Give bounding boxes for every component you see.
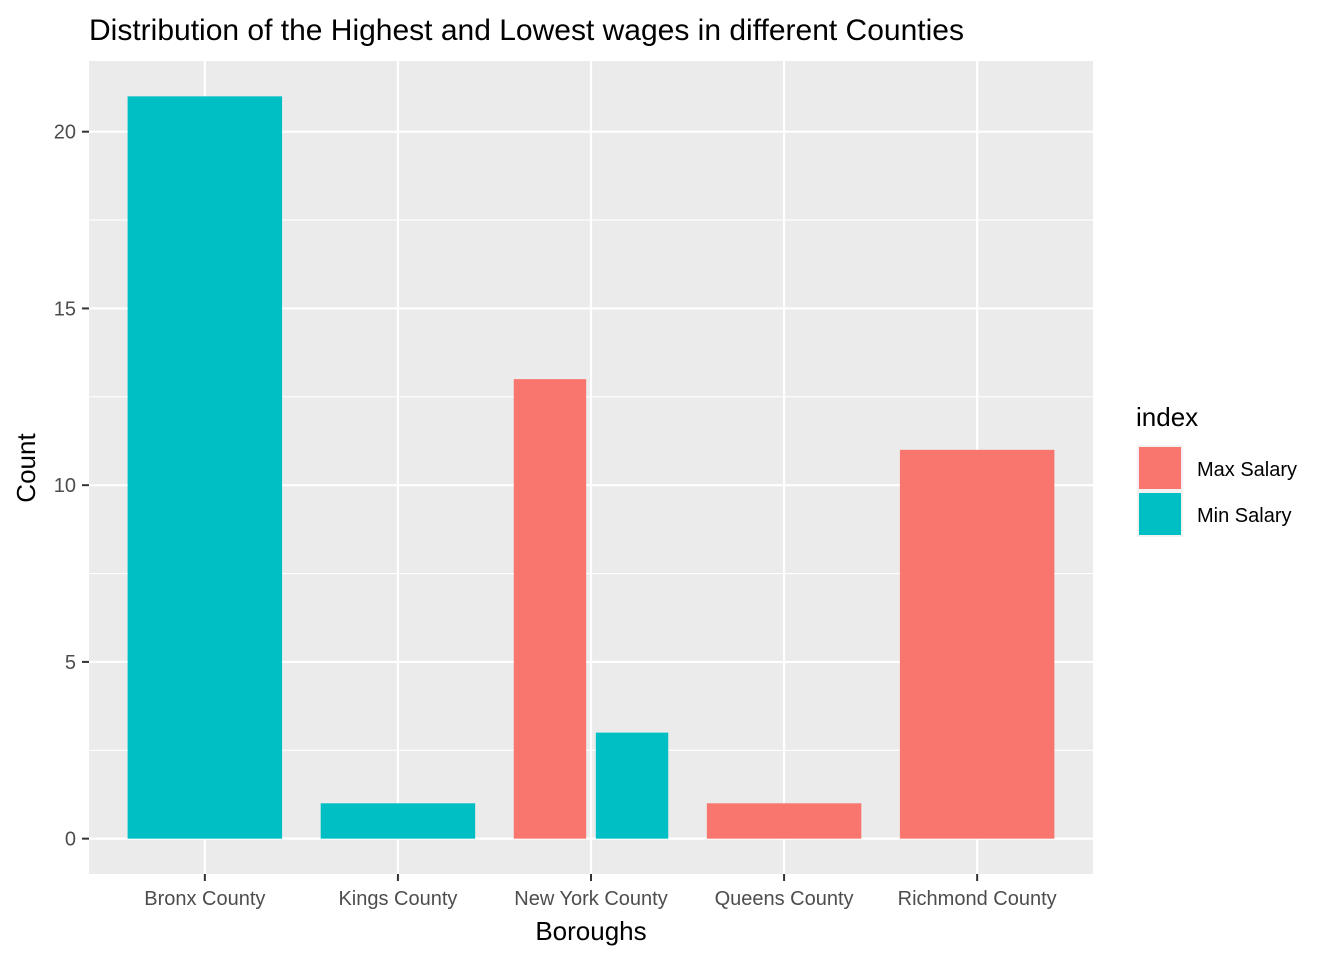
x-tick-label: New York County <box>514 888 667 910</box>
x-axis: Bronx County Kings County New York County Q… <box>144 874 1057 910</box>
x-axis-title: Boroughs <box>535 916 646 946</box>
legend-swatch <box>1139 447 1181 489</box>
y-axis: 0 5 10 15 20 <box>54 122 89 851</box>
bar-min-salary <box>595 732 669 839</box>
x-tick-label: Kings County <box>338 888 457 910</box>
bar-min-salary <box>320 803 476 839</box>
bar-max-salary <box>706 803 862 839</box>
x-tick-label: Queens County <box>715 888 854 910</box>
bars <box>127 96 1055 839</box>
y-tick-label: 5 <box>65 652 76 674</box>
legend-title: index <box>1136 402 1198 432</box>
x-tick-label: Bronx County <box>144 888 265 910</box>
y-tick-label: 15 <box>54 298 76 320</box>
y-tick-label: 0 <box>65 829 76 851</box>
bar-max-salary <box>899 449 1055 839</box>
legend-label: Max Salary <box>1197 459 1297 481</box>
legend-swatch <box>1139 493 1181 535</box>
chart-title: Distribution of the Highest and Lowest w… <box>89 14 964 47</box>
y-tick-label: 20 <box>54 122 76 144</box>
bar-min-salary <box>127 96 283 839</box>
legend: index Max Salary Min Salary <box>1136 402 1297 537</box>
bar-max-salary <box>513 379 587 839</box>
legend-items: Max Salary Min Salary <box>1137 445 1297 537</box>
y-axis-title: Count <box>11 433 41 503</box>
x-tick-label: Richmond County <box>898 888 1057 910</box>
y-tick-label: 10 <box>54 475 76 497</box>
legend-label: Min Salary <box>1197 505 1291 527</box>
